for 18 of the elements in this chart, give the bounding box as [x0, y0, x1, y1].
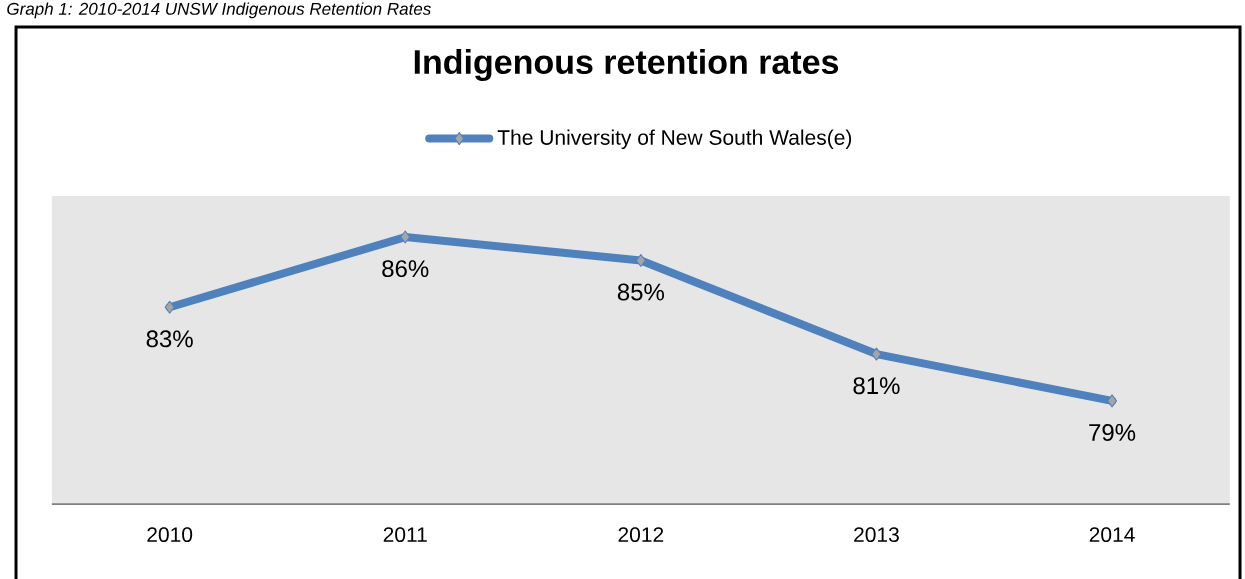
point [871, 347, 882, 361]
point [400, 230, 411, 244]
data-label: 81% [853, 377, 900, 395]
data-label: 79% [1089, 423, 1136, 441]
x-tick-label: 2010 [147, 527, 193, 543]
point [635, 253, 646, 267]
data-label: 85% [617, 283, 664, 301]
point [1107, 394, 1118, 408]
x-tick-label: 2013 [854, 527, 899, 543]
x-tick-label: 2012 [618, 527, 664, 543]
point [164, 300, 175, 314]
chart-title: Indigenous retention rates [414, 49, 839, 81]
caption: Graph 1: 2010-2014 UNSW Indigenous Retention Rates [7, 2, 431, 19]
x-tick-label: 2011 [383, 527, 427, 543]
x-tick-label: 2014 [1089, 527, 1135, 543]
data-label: 86% [382, 260, 429, 278]
data-label: 83% [146, 330, 193, 348]
legend-label: The University of New South Wales(e) [497, 129, 852, 150]
